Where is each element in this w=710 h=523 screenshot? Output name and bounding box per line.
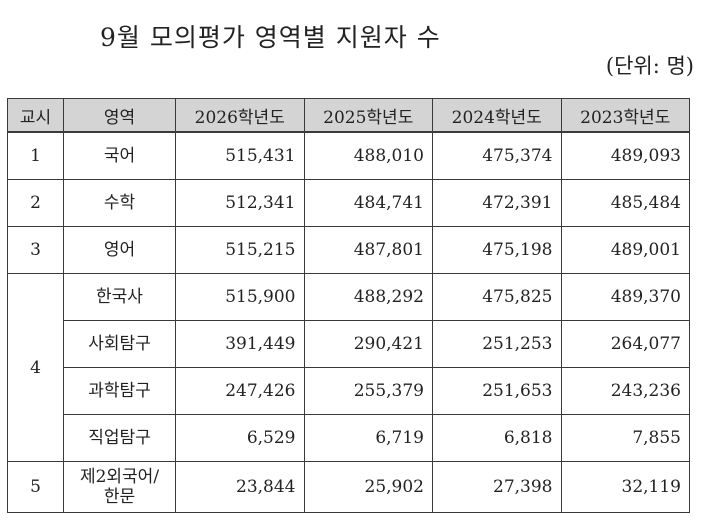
subject-line-2: 한문 [103, 487, 136, 507]
header-year-2023: 2023학년도 [560, 98, 690, 133]
table-row: 3 영어 515,215 487,801 475,198 489,001 [7, 226, 690, 274]
value-cell: 243,236 [560, 367, 690, 415]
value-cell: 290,421 [303, 320, 433, 368]
subject-cell: 제2외국어/한문 [63, 461, 176, 513]
subject-line-1: 제2외국어/ [79, 466, 160, 487]
value-cell: 488,010 [303, 131, 433, 180]
table-row: 과학탐구 247,426 255,379 251,653 243,236 [8, 367, 690, 415]
table-row: 직업탐구 6,529 6,719 6,818 7,855 [8, 414, 690, 462]
period-cell: 3 [7, 226, 64, 274]
value-cell: 251,253 [432, 320, 562, 368]
value-cell: 264,077 [560, 320, 690, 368]
value-cell: 489,001 [560, 226, 690, 274]
subject-cell: 영어 [63, 226, 176, 274]
value-cell: 475,198 [432, 226, 562, 274]
value-cell: 6,719 [303, 414, 433, 462]
value-cell: 32,119 [560, 461, 690, 513]
period-cell: 2 [7, 179, 64, 227]
value-cell: 515,431 [175, 131, 305, 180]
table-row: 5 제2외국어/한문 23,844 25,902 27,398 32,119 [7, 461, 690, 513]
value-cell: 6,529 [175, 414, 305, 462]
subject-cell: 사회탐구 [63, 320, 176, 368]
unit-label: (단위: 명) [605, 54, 694, 78]
value-cell: 23,844 [175, 461, 305, 513]
table-row: 사회탐구 391,449 290,421 251,253 264,077 [8, 320, 690, 368]
value-cell: 6,818 [432, 414, 562, 462]
period-cell: 4 [7, 273, 64, 462]
value-cell: 25,902 [303, 461, 433, 513]
table-header-row: 교시 영역 2026학년도 2025학년도 2024학년도 2023학년도 [7, 98, 690, 133]
period-cell: 5 [7, 461, 64, 513]
value-cell: 472,391 [432, 179, 562, 227]
value-cell: 485,484 [560, 179, 690, 227]
page-title: 9월 모의평가 영역별 지원자 수 [100, 23, 441, 52]
table-row: 1 국어 515,431 488,010 475,374 489,093 [7, 131, 690, 180]
header-year-2026: 2026학년도 [175, 98, 305, 133]
period-cell: 1 [7, 131, 64, 180]
value-cell: 515,900 [175, 273, 305, 321]
header-year-2024: 2024학년도 [432, 98, 562, 133]
value-cell: 484,741 [303, 179, 433, 227]
value-cell: 489,370 [560, 273, 690, 321]
subject-cell: 수학 [63, 179, 176, 227]
value-cell: 475,825 [432, 273, 562, 321]
subject-cell: 직업탐구 [63, 414, 176, 462]
value-cell: 489,093 [560, 131, 690, 180]
header-year-2025: 2025학년도 [303, 98, 433, 133]
header-period: 교시 [7, 98, 64, 133]
value-cell: 251,653 [432, 367, 562, 415]
table-row: 2 수학 512,341 484,741 472,391 485,484 [7, 179, 690, 227]
header-subject: 영역 [63, 98, 176, 133]
value-cell: 487,801 [303, 226, 433, 274]
value-cell: 488,292 [303, 273, 433, 321]
value-cell: 515,215 [175, 226, 305, 274]
value-cell: 475,374 [432, 131, 562, 180]
subject-cell: 국어 [63, 131, 176, 180]
value-cell: 27,398 [432, 461, 562, 513]
subject-cell: 한국사 [63, 273, 176, 321]
value-cell: 247,426 [175, 367, 305, 415]
value-cell: 7,855 [560, 414, 690, 462]
applicants-table: 교시 영역 2026학년도 2025학년도 2024학년도 2023학년도 1 … [7, 98, 690, 513]
value-cell: 255,379 [303, 367, 433, 415]
subject-cell: 과학탐구 [63, 367, 176, 415]
table-row: 4 한국사 515,900 488,292 475,825 489,370 [7, 273, 690, 462]
value-cell: 512,341 [175, 179, 305, 227]
value-cell: 391,449 [175, 320, 305, 368]
